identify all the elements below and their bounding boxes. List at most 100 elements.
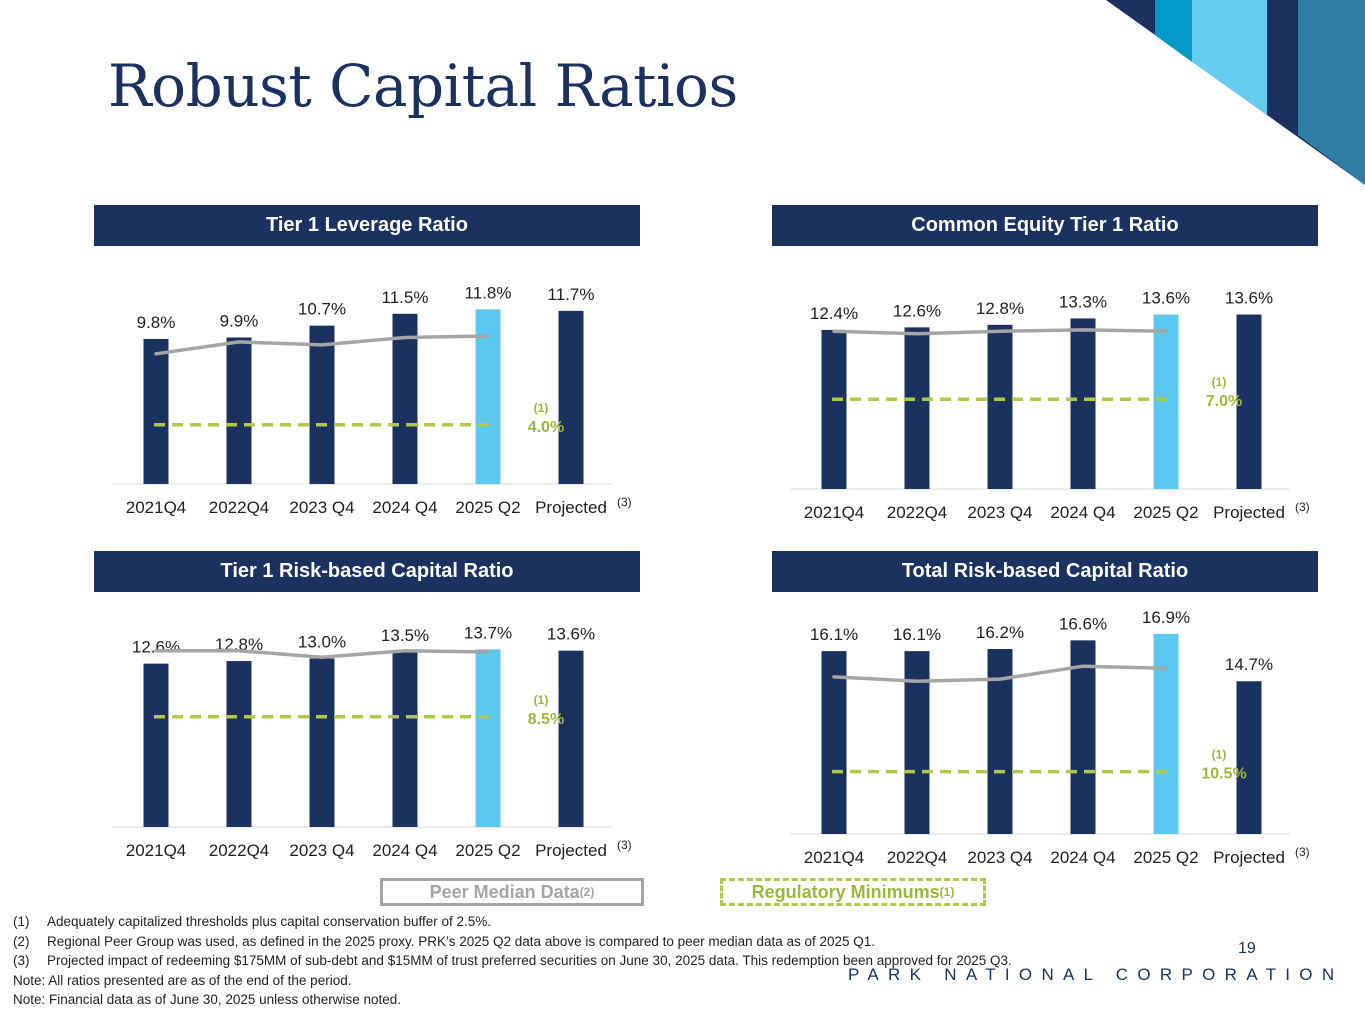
peer-median-line bbox=[154, 334, 490, 356]
footnote-number: (1) bbox=[13, 914, 30, 929]
data-label: 13.7% bbox=[464, 623, 512, 642]
page-number: 19 bbox=[1238, 940, 1256, 957]
footnote-text: Adequately capitalized thresholds plus c… bbox=[47, 914, 492, 929]
data-label: 16.1% bbox=[893, 625, 941, 644]
tier1-leverage-panel: Tier 1 Leverage Ratio 9.8% 9.9% 10.7% 11.5%… bbox=[94, 205, 640, 525]
x-tick-label: 2021Q4 bbox=[804, 503, 865, 522]
corner-stripe-light-blue bbox=[1192, 0, 1267, 115]
regulatory-minimum-note: (1) bbox=[1212, 375, 1227, 389]
legend-regulatory-minimums: Regulatory Minimums (1) bbox=[720, 878, 986, 906]
bar bbox=[143, 663, 169, 827]
regulatory-minimum-note: (1) bbox=[1212, 748, 1227, 762]
total-risk-based-panel: Total Risk-based Capital Ratio 16.1% 16.1… bbox=[772, 551, 1318, 871]
regulatory-minimum-label: 7.0% bbox=[1206, 393, 1242, 410]
bar bbox=[475, 649, 501, 827]
x-tick-label: 2022Q4 bbox=[887, 503, 948, 522]
bar bbox=[226, 337, 252, 484]
data-label: 14.7% bbox=[1225, 655, 1273, 674]
peer-median-line bbox=[154, 648, 490, 659]
x-tick-label: 2025 Q2 bbox=[455, 498, 520, 517]
chart-title: Tier 1 Risk-based Capital Ratio bbox=[94, 551, 640, 592]
data-label: 12.8% bbox=[976, 299, 1024, 318]
data-label: 13.6% bbox=[1225, 289, 1273, 308]
tier1-risk-based-chart: 12.6% 12.8% 13.0% 13.5% 13.7% 13.6%2021Q4 2022… bbox=[112, 623, 632, 860]
x-tick-label: 2021Q4 bbox=[126, 841, 187, 860]
bar bbox=[1236, 681, 1262, 834]
chart-title: Common Equity Tier 1 Ratio bbox=[772, 205, 1318, 246]
page-title: Robust Capital Ratios bbox=[108, 52, 738, 120]
legend-peer-label: Peer Median Data bbox=[429, 881, 580, 902]
bar bbox=[558, 650, 584, 827]
bar bbox=[821, 651, 847, 834]
bar bbox=[309, 325, 335, 484]
note: Note: All ratios presented are as of the… bbox=[13, 972, 352, 988]
regulatory-minimum-label: 4.0% bbox=[528, 419, 564, 436]
projected-footnote-marker: (3) bbox=[617, 495, 632, 509]
x-tick-label: Projected bbox=[1213, 848, 1285, 867]
x-tick-label: 2024 Q4 bbox=[1050, 503, 1115, 522]
x-tick-label: 2023 Q4 bbox=[967, 848, 1032, 867]
data-label: 16.9% bbox=[1142, 608, 1190, 627]
bar bbox=[987, 324, 1013, 489]
data-label: 13.5% bbox=[381, 626, 429, 645]
legend-regulatory-label: Regulatory Minimums bbox=[751, 881, 940, 902]
footnote-text: Projected impact of redeeming $175MM of … bbox=[47, 953, 1012, 968]
total-risk-based-chart: 16.1% 16.1% 16.2% 16.6% 16.9% 14.7% 2021Q4 2022… bbox=[790, 608, 1310, 867]
corner-stripe-steel bbox=[1298, 0, 1365, 185]
legend-regulatory-note: (1) bbox=[939, 885, 955, 899]
regulatory-minimum-note: (1) bbox=[534, 693, 549, 707]
bar bbox=[226, 661, 252, 827]
corner-decoration bbox=[1106, 0, 1365, 185]
peer-median-line bbox=[832, 664, 1168, 683]
x-tick-label: 2024 Q4 bbox=[372, 498, 437, 517]
cet1-panel: Common Equity Tier 1 Ratio 12.4% 12.6% 12.… bbox=[772, 205, 1318, 525]
data-label: 13.6% bbox=[1142, 289, 1190, 308]
x-tick-label: 2022Q4 bbox=[209, 498, 270, 517]
x-tick-label: 2023 Q4 bbox=[967, 503, 1032, 522]
projected-footnote-marker: (3) bbox=[1295, 845, 1310, 859]
data-label: 9.8% bbox=[137, 313, 176, 332]
x-tick-label: Projected bbox=[1213, 503, 1285, 522]
x-tick-label: 2021Q4 bbox=[126, 498, 187, 517]
x-tick-label: 2024 Q4 bbox=[372, 841, 437, 860]
footnote: (3) Projected impact of redeeming $175MM… bbox=[13, 951, 1213, 971]
data-label: 16.1% bbox=[810, 625, 858, 644]
bar bbox=[1236, 314, 1262, 489]
x-tick-label: 2022Q4 bbox=[887, 848, 948, 867]
footnote-number: (2) bbox=[13, 933, 30, 949]
bar bbox=[392, 651, 418, 827]
data-label: 11.5% bbox=[382, 288, 429, 307]
data-label: 9.9% bbox=[220, 311, 259, 330]
x-tick-label: 2024 Q4 bbox=[1050, 848, 1115, 867]
bar bbox=[904, 327, 930, 489]
tier1-leverage-chart: 9.8% 9.9% 10.7% 11.5% 11.8% 11.7% 2021Q4 2022Q4… bbox=[112, 283, 632, 517]
legend-peer-median: Peer Median Data (2) bbox=[380, 878, 644, 906]
corner-stripe-teal bbox=[1155, 0, 1192, 62]
bar bbox=[143, 338, 169, 484]
x-tick-label: 2025 Q2 bbox=[1133, 848, 1198, 867]
peer-median-line bbox=[832, 328, 1168, 336]
bar bbox=[1070, 318, 1096, 489]
bar bbox=[904, 651, 930, 834]
data-label: 16.6% bbox=[1059, 614, 1107, 633]
x-tick-label: Projected bbox=[535, 841, 607, 860]
bar bbox=[1070, 640, 1096, 834]
x-tick-label: 2025 Q2 bbox=[1133, 503, 1198, 522]
footnote-number: (3) bbox=[13, 953, 30, 968]
projected-footnote-marker: (3) bbox=[1295, 500, 1310, 514]
tier1-risk-based-panel: Tier 1 Risk-based Capital Ratio 12.6% 12.… bbox=[94, 551, 640, 871]
bar bbox=[392, 313, 418, 484]
data-label: 12.4% bbox=[810, 304, 858, 323]
x-tick-label: 2021Q4 bbox=[804, 848, 865, 867]
x-tick-label: 2025 Q2 bbox=[455, 841, 520, 860]
footnote: (2) Regional Peer Group was used, as def… bbox=[13, 932, 1213, 952]
data-label: 16.2% bbox=[976, 623, 1024, 642]
data-label: 10.7% bbox=[298, 300, 346, 319]
data-label: 11.7% bbox=[548, 285, 595, 304]
footnote: (1) Adequately capitalized thresholds pl… bbox=[13, 912, 1213, 932]
bar bbox=[309, 658, 335, 827]
bar bbox=[821, 329, 847, 489]
regulatory-minimum-label: 8.5% bbox=[528, 711, 564, 728]
footnote-text: Regional Peer Group was used, as defined… bbox=[47, 933, 876, 949]
company-name: PARK NATIONAL CORPORATION bbox=[848, 965, 1344, 984]
